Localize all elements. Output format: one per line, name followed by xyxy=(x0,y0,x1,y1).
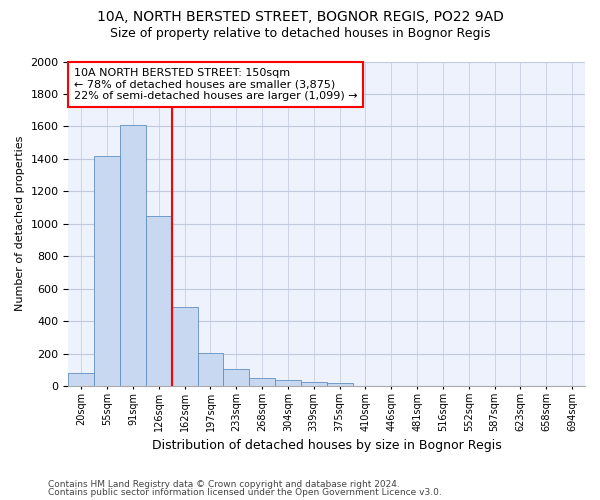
Bar xyxy=(120,125,146,386)
Bar xyxy=(197,353,223,386)
X-axis label: Distribution of detached houses by size in Bognor Regis: Distribution of detached houses by size … xyxy=(152,440,502,452)
Bar xyxy=(249,378,275,386)
Bar xyxy=(94,156,120,386)
Bar xyxy=(327,383,353,386)
Text: Contains HM Land Registry data © Crown copyright and database right 2024.: Contains HM Land Registry data © Crown c… xyxy=(48,480,400,489)
Bar xyxy=(172,306,197,386)
Text: 10A NORTH BERSTED STREET: 150sqm
← 78% of detached houses are smaller (3,875)
22: 10A NORTH BERSTED STREET: 150sqm ← 78% o… xyxy=(74,68,357,101)
Bar xyxy=(146,216,172,386)
Bar xyxy=(68,373,94,386)
Bar xyxy=(223,369,249,386)
Text: Size of property relative to detached houses in Bognor Regis: Size of property relative to detached ho… xyxy=(110,28,490,40)
Bar xyxy=(275,380,301,386)
Text: Contains public sector information licensed under the Open Government Licence v3: Contains public sector information licen… xyxy=(48,488,442,497)
Text: 10A, NORTH BERSTED STREET, BOGNOR REGIS, PO22 9AD: 10A, NORTH BERSTED STREET, BOGNOR REGIS,… xyxy=(97,10,503,24)
Y-axis label: Number of detached properties: Number of detached properties xyxy=(15,136,25,312)
Bar xyxy=(301,382,327,386)
